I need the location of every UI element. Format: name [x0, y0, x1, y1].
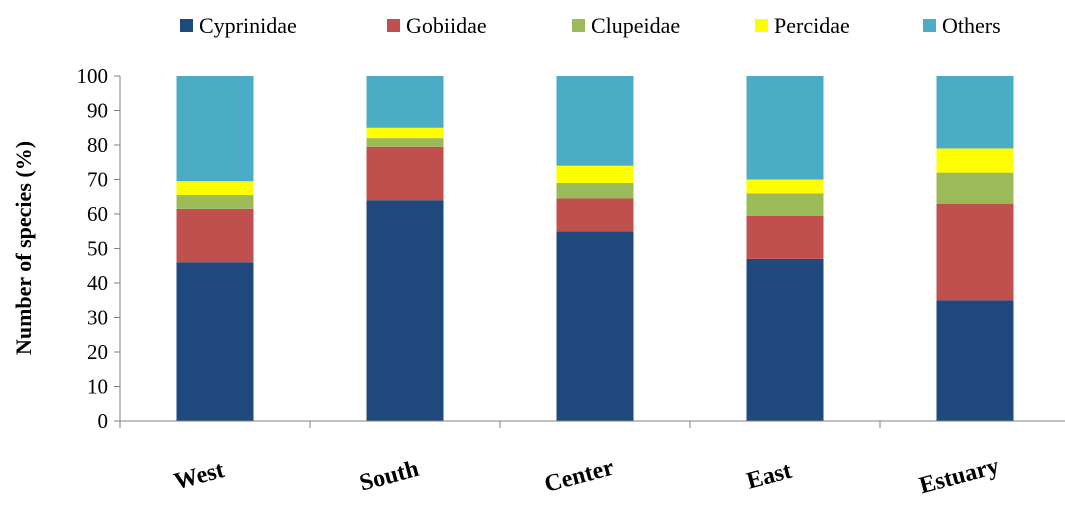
bar-estuary-others [936, 76, 1014, 149]
bar-east-gobiidae [746, 215, 824, 259]
legend-label-clupeidae: Clupeidae [591, 13, 680, 38]
bar-center-cyprinidae [556, 231, 634, 421]
bar-west-percidae [176, 181, 254, 196]
legend-label-gobiidae: Gobiidae [406, 13, 487, 38]
legend-label-others: Others [942, 13, 1001, 38]
x-axis: West South Center East Estuary [119, 420, 1065, 499]
bar-south-others [366, 76, 444, 128]
x-tick-label-estuary: Estuary [917, 453, 1002, 499]
bar-south-gobiidae [366, 146, 444, 201]
x-tick-label-west: West [171, 457, 227, 495]
y-tick-label: 100 [77, 64, 109, 88]
y-axis-label: Number of species (%) [11, 141, 36, 355]
bar-center-clupeidae [556, 182, 634, 199]
bar-estuary-cyprinidae [936, 300, 1014, 421]
bar-east-percidae [746, 179, 824, 194]
y-tick-label: 70 [87, 168, 108, 192]
bar-center-percidae [556, 165, 634, 183]
legend-label-cyprinidae: Cyprinidae [199, 13, 297, 38]
bar-west-others [176, 76, 254, 182]
legend-swatch-others [923, 19, 936, 32]
y-tick-label: 0 [98, 409, 109, 433]
legend-label-percidae: Percidae [774, 13, 850, 38]
y-tick-label: 30 [87, 306, 108, 330]
y-tick-label: 90 [87, 99, 108, 123]
bar-west-cyprinidae [176, 262, 254, 421]
legend-swatch-gobiidae [387, 19, 400, 32]
bar-center-others [556, 76, 634, 166]
y-tick-label: 40 [87, 271, 108, 295]
bar-south-percidae [366, 127, 444, 139]
bar-east-clupeidae [746, 193, 824, 216]
legend-swatch-cyprinidae [180, 19, 193, 32]
y-tick-label: 80 [87, 133, 108, 157]
x-tick-label-south: South [357, 456, 422, 497]
y-tick-label: 10 [87, 375, 108, 399]
x-tick-label-center: Center [542, 454, 617, 497]
bar-west-gobiidae [176, 208, 254, 263]
legend: Cyprinidae Gobiidae Clupeidae Percidae Other… [180, 13, 1001, 38]
y-tick-label: 20 [87, 340, 108, 364]
y-axis: 0 10 20 30 40 50 60 70 80 90 100 [77, 64, 121, 433]
bar-center-gobiidae [556, 198, 634, 232]
bar-south-cyprinidae [366, 200, 444, 421]
bar-estuary-clupeidae [936, 172, 1014, 204]
bar-estuary-percidae [936, 148, 1014, 173]
bar-east-others [746, 76, 824, 180]
y-tick-label: 50 [87, 237, 108, 261]
bar-south-clupeidae [366, 138, 444, 147]
legend-swatch-clupeidae [572, 19, 585, 32]
bars [176, 76, 1014, 421]
y-tick-label: 60 [87, 202, 108, 226]
legend-swatch-percidae [755, 19, 768, 32]
x-tick-label-east: East [744, 458, 795, 495]
bar-west-clupeidae [176, 195, 254, 209]
bar-estuary-gobiidae [936, 203, 1014, 301]
bar-east-cyprinidae [746, 258, 824, 421]
